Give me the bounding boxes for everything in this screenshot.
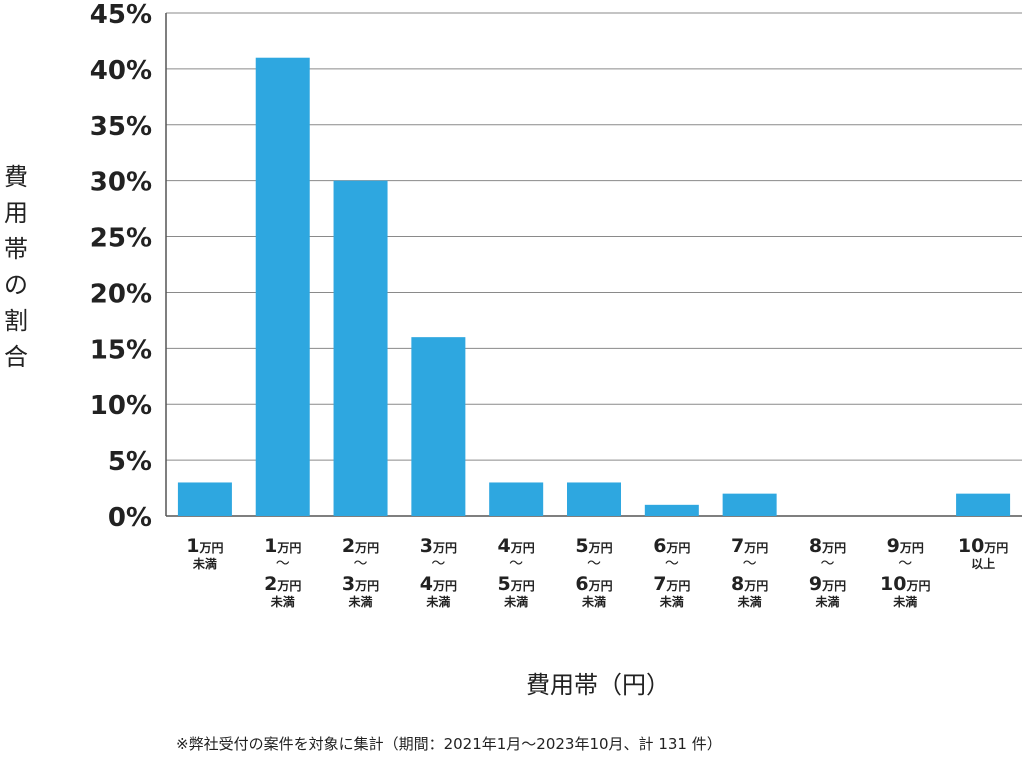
x-category-label: 未満 — [192, 556, 217, 571]
x-category-label: 未満 — [581, 594, 606, 609]
x-category-label: 〜 — [587, 556, 601, 572]
y-tick-label: 15% — [90, 335, 152, 365]
bar — [567, 482, 621, 516]
x-category-label: 1万円 — [264, 535, 301, 557]
bar — [333, 180, 388, 516]
bar — [644, 504, 699, 516]
x-category-label: 10万円 — [958, 535, 1008, 557]
y-tick-label: 10% — [90, 391, 152, 421]
x-category-label: 7万円 — [653, 573, 690, 595]
x-category-label: 6万円 — [653, 535, 690, 557]
x-category-label: 3万円 — [420, 535, 457, 557]
x-category-label: 7万円 — [731, 535, 768, 557]
x-category-label: 4万円 — [498, 535, 535, 557]
y-tick-label: 45% — [90, 0, 152, 30]
x-category-label: 以上 — [971, 556, 995, 571]
x-category-label: 10万円 — [880, 573, 930, 595]
x-category-label: 未満 — [659, 594, 684, 609]
x-category-label: 未満 — [348, 594, 373, 609]
y-tick-label: 5% — [108, 447, 152, 477]
x-category-label: 3万円 — [342, 573, 379, 595]
bar — [177, 482, 232, 516]
x-category-label: 4万円 — [420, 573, 457, 595]
x-category-label: 〜 — [431, 556, 445, 572]
x-category-label: 〜 — [665, 556, 679, 572]
x-category-label: 未満 — [270, 594, 295, 609]
bar — [489, 482, 544, 516]
y-tick-label: 20% — [90, 279, 152, 309]
x-category-labels: 1万円未満1万円〜2万円未満2万円〜3万円未満3万円〜4万円未満4万円〜5万円未… — [186, 535, 1008, 609]
x-category-label: 1万円 — [186, 535, 223, 557]
bar — [722, 493, 777, 516]
bars — [177, 57, 1011, 516]
bar — [411, 337, 466, 516]
x-category-label: 〜 — [276, 556, 290, 572]
x-category-label: 9万円 — [887, 535, 924, 557]
bar — [956, 493, 1011, 516]
y-tick-label: 40% — [90, 56, 152, 86]
x-category-label: 未満 — [892, 594, 917, 609]
x-category-label: 〜 — [820, 556, 834, 572]
footnote: ※弊社受付の案件を対象に集計（期間：2021年1月〜2023年10月、計 131… — [176, 735, 722, 753]
x-category-label: 6万円 — [575, 573, 612, 595]
x-axis-label: 費用帯（円） — [526, 671, 670, 699]
bar — [255, 57, 310, 516]
x-category-label: 5万円 — [575, 535, 612, 557]
x-category-label: 〜 — [509, 556, 523, 572]
x-category-label: 2万円 — [264, 573, 301, 595]
y-tick-label: 35% — [90, 112, 152, 142]
y-tick-label: 30% — [90, 168, 152, 198]
y-tick-label: 25% — [90, 224, 152, 254]
x-category-label: 未満 — [814, 594, 839, 609]
x-category-label: 2万円 — [342, 535, 379, 557]
x-category-label: 未満 — [503, 594, 528, 609]
y-axis-label: 費用帯の割合 — [4, 163, 28, 371]
y-tick-label: 0% — [108, 503, 152, 533]
x-category-label: 未満 — [425, 594, 450, 609]
y-tick-labels: 0% 5% 10% 15% 20% 25% 30% 35% 40% 45% — [90, 0, 152, 533]
x-category-label: 5万円 — [498, 573, 535, 595]
x-category-label: 8万円 — [731, 573, 768, 595]
x-category-label: 8万円 — [809, 535, 846, 557]
x-category-label: 〜 — [743, 556, 757, 572]
x-category-label: 〜 — [354, 556, 368, 572]
x-category-label: 未満 — [737, 594, 762, 609]
x-category-label: 〜 — [898, 556, 912, 572]
x-category-label: 9万円 — [809, 573, 846, 595]
